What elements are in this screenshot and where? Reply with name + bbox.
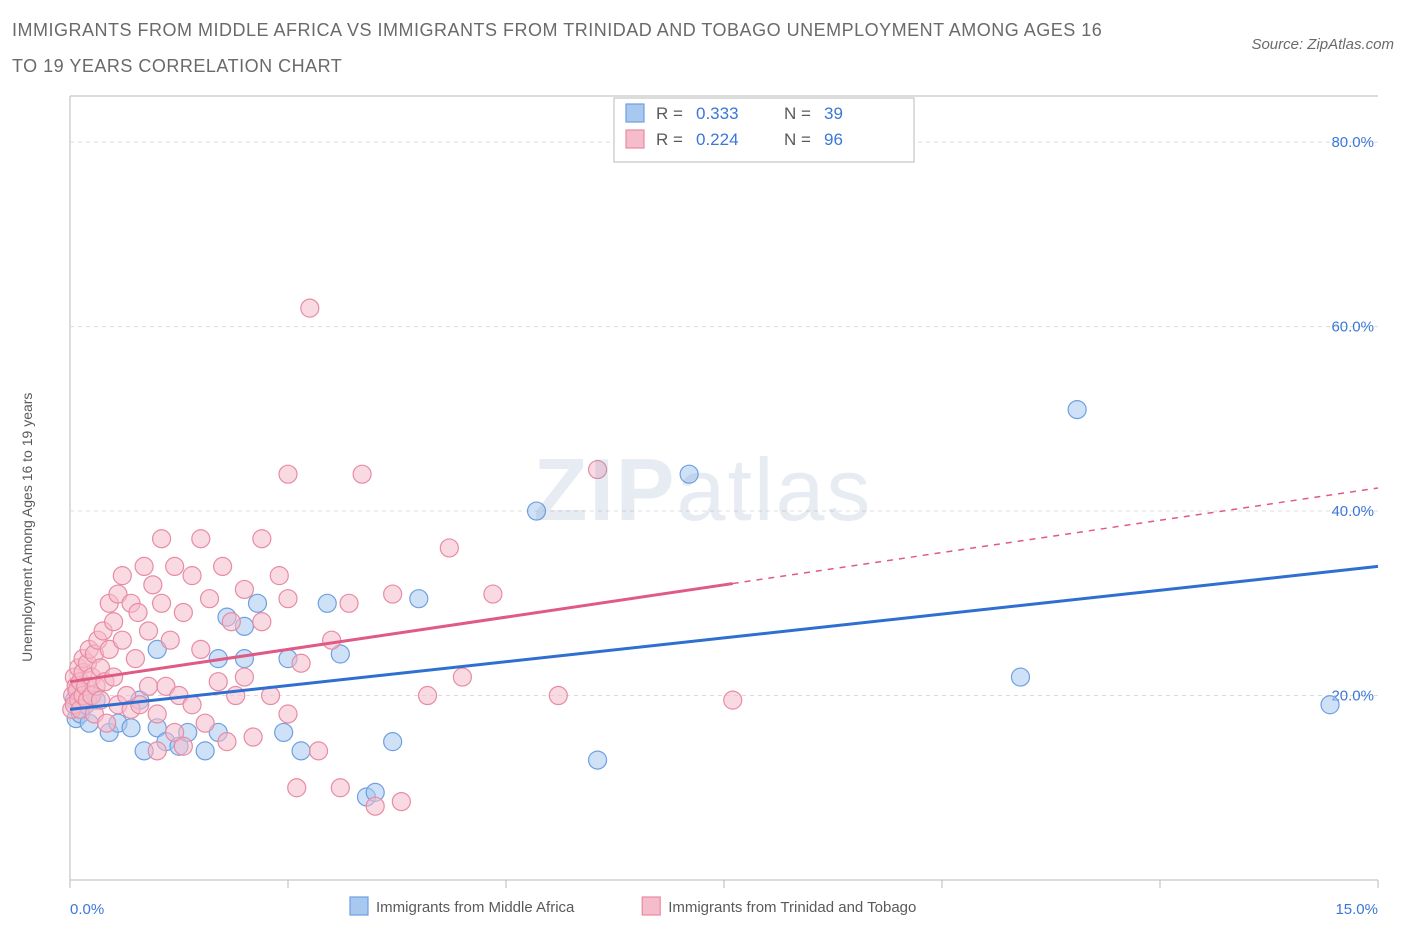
svg-text:N =: N =	[784, 130, 811, 149]
svg-text:N =: N =	[784, 104, 811, 123]
svg-text:R =: R =	[656, 130, 683, 149]
svg-text:Immigrants from Trinidad and T: Immigrants from Trinidad and Tobago	[668, 899, 916, 916]
svg-text:R =: R =	[656, 104, 683, 123]
svg-text:96: 96	[824, 130, 843, 149]
svg-text:60.0%: 60.0%	[1331, 319, 1374, 336]
svg-text:40.0%: 40.0%	[1331, 503, 1374, 520]
svg-text:Immigrants from Middle Africa: Immigrants from Middle Africa	[376, 899, 575, 916]
svg-text:0.333: 0.333	[696, 104, 739, 123]
chart-title: IMMIGRANTS FROM MIDDLE AFRICA VS IMMIGRA…	[12, 12, 1112, 84]
svg-text:Unemployment Among Ages 16 to: Unemployment Among Ages 16 to 19 years	[19, 393, 35, 662]
svg-text:15.0%: 15.0%	[1335, 901, 1378, 918]
svg-text:0.0%: 0.0%	[70, 901, 104, 918]
svg-text:39: 39	[824, 104, 843, 123]
source-attribution: Source: ZipAtlas.com	[1251, 12, 1394, 53]
correlation-chart: 20.0%40.0%60.0%80.0%0.0%15.0%Unemploymen…	[12, 92, 1394, 922]
svg-text:0.224: 0.224	[696, 130, 739, 149]
svg-text:80.0%: 80.0%	[1331, 134, 1374, 151]
chart-svg: 20.0%40.0%60.0%80.0%0.0%15.0%Unemploymen…	[12, 92, 1394, 922]
